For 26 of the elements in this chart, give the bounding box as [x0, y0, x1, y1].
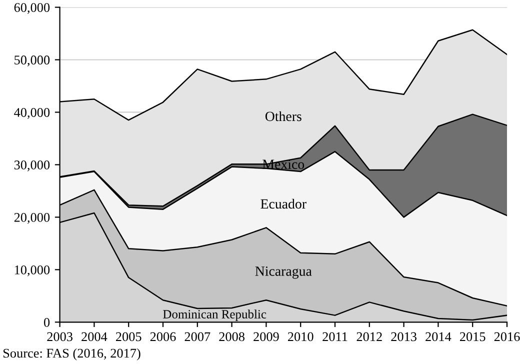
series-label: Nicaragua [255, 266, 312, 279]
x-tick-label: 2014 [426, 332, 452, 342]
series-label: Ecuador [260, 198, 306, 209]
x-tick-label: 2004 [82, 332, 108, 342]
y-tick-label: 50,000 [14, 56, 50, 66]
x-tick-label: 2010 [288, 332, 314, 342]
x-tick-label: 2007 [184, 332, 210, 342]
y-tick-label: 10,000 [14, 265, 50, 276]
y-tick-label: 40,000 [14, 108, 50, 119]
y-tick-label: 60,000 [14, 3, 50, 14]
y-tick-label: 30,000 [14, 160, 50, 172]
series-label: Dominican Republic [163, 310, 266, 321]
series-label: Others [265, 111, 302, 122]
x-tick-label: 2013 [391, 332, 416, 342]
source-note: Source: FAS (2016, 2017) [3, 348, 140, 360]
y-tick-label: 20,000 [14, 212, 50, 224]
x-tick-label: 2005 [116, 332, 142, 342]
x-tick-label: 2008 [219, 332, 244, 342]
x-tick-label: 2016 [494, 332, 520, 342]
x-tick-label: 2003 [47, 332, 72, 342]
x-tick-label: 2015 [460, 332, 486, 342]
x-tick-label: 2012 [356, 332, 382, 342]
x-tick-label: 2006 [150, 332, 176, 342]
y-tick-label: 0 [44, 318, 50, 327]
x-tick-label: 2009 [254, 332, 279, 342]
x-tick-label: 2011 [322, 332, 348, 342]
